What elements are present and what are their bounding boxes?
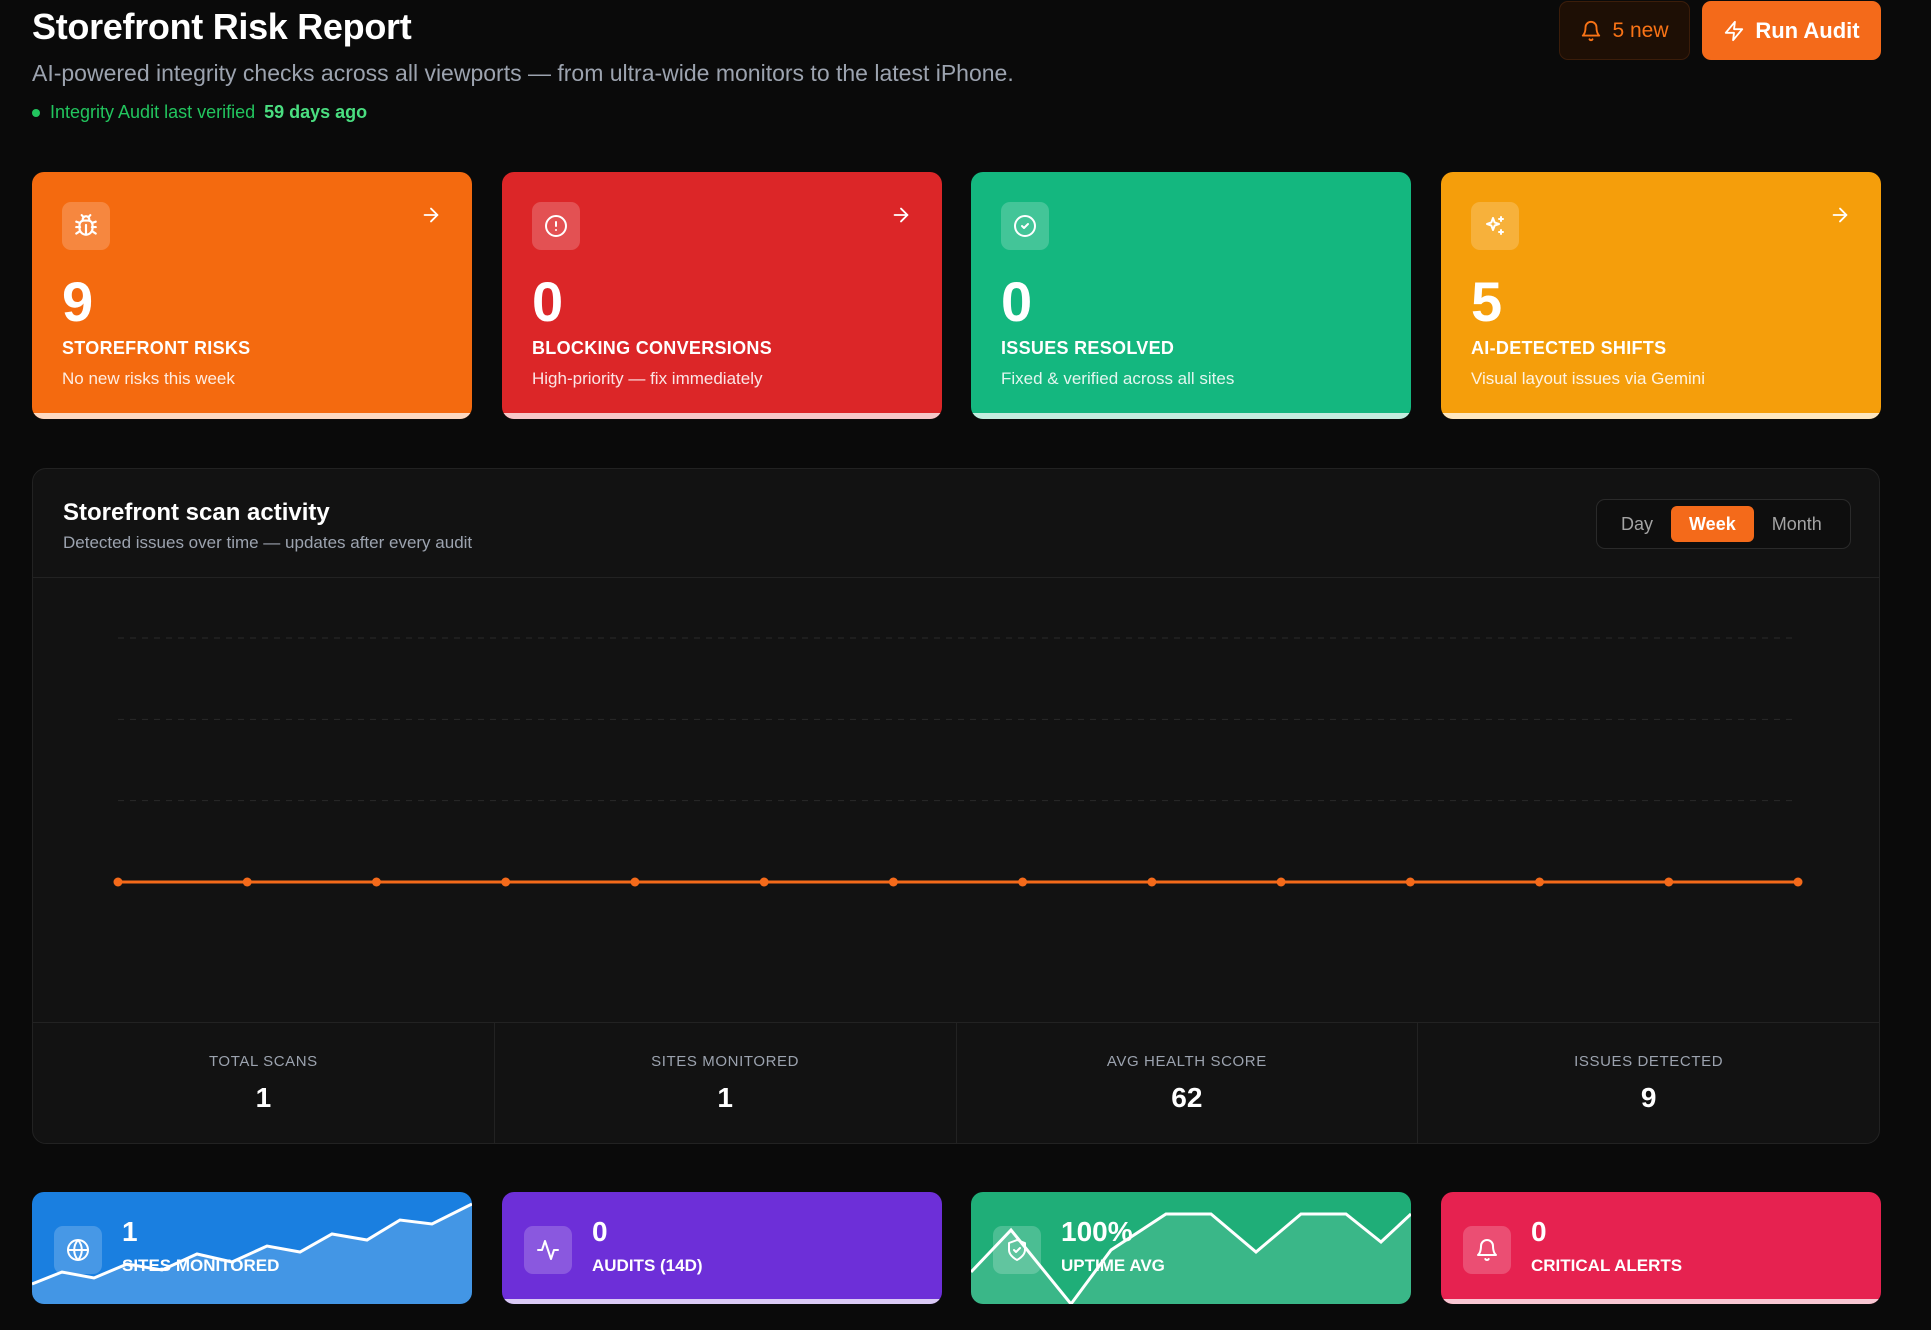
kpi-value: 0	[532, 270, 564, 333]
sparkline	[971, 1212, 1411, 1304]
kpi-accent-bar	[971, 413, 1411, 419]
arrow-right-icon[interactable]	[420, 204, 442, 231]
mini-label: AUDITS (14D)	[592, 1256, 703, 1275]
kpi-card-issues-resolved[interactable]: 0 ISSUES RESOLVED Fixed & verified acros…	[971, 172, 1411, 419]
stat-label: SITES MONITORED	[651, 1053, 800, 1070]
status-dot-icon	[32, 108, 40, 117]
panel-subtitle: Detected issues over time — updates afte…	[63, 533, 473, 552]
kpi-value: 5	[1471, 270, 1503, 333]
stat-label: ISSUES DETECTED	[1574, 1053, 1724, 1070]
arrow-right-icon[interactable]	[890, 204, 912, 231]
mini-value: 1	[122, 1216, 138, 1247]
audit-verified-status: Integrity Audit last verified 59 days ag…	[32, 102, 367, 123]
stat-total-scans: TOTAL SCANS 1	[33, 1023, 495, 1143]
kpi-accent-bar	[1441, 413, 1881, 419]
page-subtitle: AI-powered integrity checks across all v…	[32, 60, 1014, 86]
verified-label: Integrity Audit last verified	[50, 102, 256, 122]
kpi-value: 9	[62, 270, 94, 333]
sparkline	[32, 1202, 472, 1304]
data-point[interactable]	[759, 877, 769, 887]
page-title: Storefront Risk Report	[32, 6, 412, 47]
scan-activity-panel: Storefront scan activity Detected issues…	[32, 468, 1880, 1144]
page-header: Storefront Risk Report AI-powered integr…	[32, 0, 1881, 130]
mini-card-audits[interactable]: 0 AUDITS (14D)	[502, 1192, 942, 1304]
mini-card-sites-monitored[interactable]: 1 SITES MONITORED	[32, 1192, 472, 1304]
activity-icon	[524, 1226, 572, 1274]
stat-sites-monitored: SITES MONITORED 1	[495, 1023, 957, 1143]
stat-label: TOTAL SCANS	[208, 1053, 318, 1070]
bell-icon	[1463, 1226, 1511, 1274]
data-point[interactable]	[1405, 877, 1415, 887]
panel-divider	[33, 577, 1879, 578]
shield-check-icon	[993, 1226, 1041, 1274]
activity-line-chart	[113, 637, 1803, 887]
mini-value: 0	[1531, 1216, 1547, 1247]
kpi-accent-bar	[32, 413, 472, 419]
bug-icon	[62, 202, 110, 250]
stat-value: 1	[717, 1082, 733, 1113]
kpi-description: No new risks this week	[62, 369, 235, 388]
data-point[interactable]	[1147, 877, 1157, 887]
panel-title: Storefront scan activity	[63, 499, 330, 526]
kpi-value: 0	[1001, 270, 1033, 333]
range-selector: Day Week Month	[1596, 499, 1851, 549]
verified-ago: 59 days ago	[264, 102, 368, 122]
mini-accent-bar	[502, 1299, 942, 1304]
arrow-right-icon[interactable]	[1829, 204, 1851, 231]
kpi-card-blocking-conversions[interactable]: 0 BLOCKING CONVERSIONS High-priority — f…	[502, 172, 942, 419]
data-point[interactable]	[113, 877, 123, 887]
mini-label: CRITICAL ALERTS	[1531, 1256, 1683, 1275]
mini-card-critical-alerts[interactable]: 0 CRITICAL ALERTS	[1441, 1192, 1881, 1304]
kpi-label: STOREFRONT RISKS	[62, 338, 251, 358]
notifications-label: 5 new	[1612, 18, 1669, 42]
data-point[interactable]	[1793, 877, 1803, 887]
data-point[interactable]	[1664, 877, 1674, 887]
range-month-button[interactable]: Month	[1771, 513, 1822, 534]
run-audit-button[interactable]: Run Audit	[1702, 1, 1881, 60]
kpi-description: Fixed & verified across all sites	[1001, 369, 1235, 388]
data-point[interactable]	[1535, 877, 1545, 887]
range-week-button[interactable]: Week	[1671, 506, 1754, 542]
stat-value: 1	[255, 1082, 272, 1113]
notifications-button[interactable]: 5 new	[1559, 1, 1690, 60]
bell-icon	[1582, 20, 1601, 41]
kpi-label: AI-DETECTED SHIFTS	[1471, 338, 1667, 358]
data-point[interactable]	[1018, 877, 1028, 887]
data-point[interactable]	[630, 877, 640, 887]
mini-value: 0	[592, 1216, 608, 1247]
stat-avg-health-score: AVG HEALTH SCORE 62	[957, 1023, 1419, 1143]
kpi-card-storefront-risks[interactable]: 9 STOREFRONT RISKS No new risks this wee…	[32, 172, 472, 419]
data-point[interactable]	[242, 877, 252, 887]
lightning-icon	[1725, 20, 1744, 41]
run-audit-label: Run Audit	[1755, 17, 1860, 43]
globe-icon	[54, 1226, 102, 1274]
kpi-label: BLOCKING CONVERSIONS	[532, 338, 773, 358]
kpi-description: High-priority — fix immediately	[532, 369, 763, 388]
mini-label: UPTIME AVG	[1061, 1256, 1165, 1275]
stats-row: TOTAL SCANS 1 SITES MONITORED 1 AVG HEAL…	[33, 1022, 1879, 1143]
sparkles-icon	[1471, 202, 1519, 250]
data-point[interactable]	[888, 877, 898, 887]
kpi-card-ai-detected-shifts[interactable]: 5 AI-DETECTED SHIFTS Visual layout issue…	[1441, 172, 1881, 419]
mini-label: SITES MONITORED	[122, 1256, 280, 1275]
data-point[interactable]	[1276, 877, 1286, 887]
kpi-label: ISSUES RESOLVED	[1001, 338, 1175, 358]
check-circle-icon	[1001, 202, 1049, 250]
stat-label: AVG HEALTH SCORE	[1106, 1053, 1267, 1070]
kpi-accent-bar	[502, 413, 942, 419]
data-point[interactable]	[501, 877, 511, 887]
kpi-description: Visual layout issues via Gemini	[1471, 369, 1706, 388]
data-point[interactable]	[371, 877, 381, 887]
stat-value: 9	[1640, 1082, 1657, 1113]
stat-issues-detected: ISSUES DETECTED 9	[1418, 1023, 1879, 1143]
range-day-button[interactable]: Day	[1621, 513, 1654, 534]
mini-accent-bar	[1441, 1299, 1881, 1304]
alert-circle-icon	[532, 202, 580, 250]
mini-card-uptime[interactable]: 100% UPTIME AVG	[971, 1192, 1411, 1304]
mini-value: 100%	[1061, 1216, 1133, 1247]
stat-value: 62	[1171, 1082, 1203, 1113]
